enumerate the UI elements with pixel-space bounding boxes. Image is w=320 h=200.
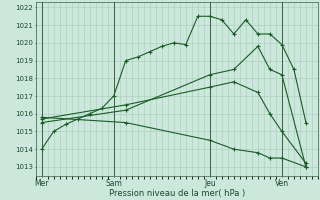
X-axis label: Pression niveau de la mer( hPa ): Pression niveau de la mer( hPa ) [109, 189, 245, 198]
